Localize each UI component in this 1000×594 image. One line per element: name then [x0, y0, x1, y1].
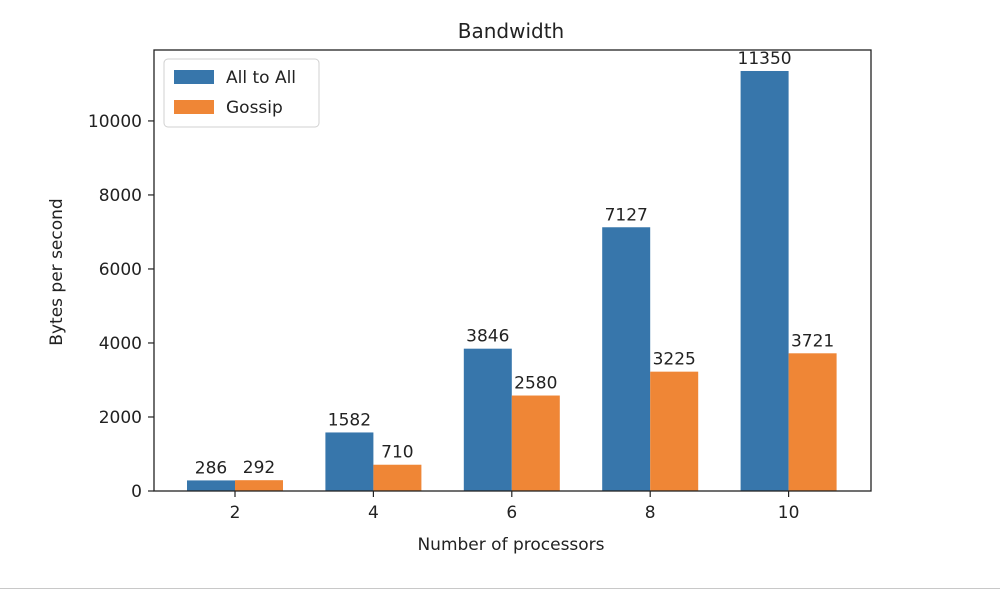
x-tick-label: 6 — [506, 503, 517, 523]
y-axis-label: Bytes per second — [47, 198, 67, 345]
bar-all-to-all-6 — [463, 348, 512, 491]
bar-gossip-8 — [650, 371, 699, 491]
x-tick-label: 4 — [368, 503, 379, 523]
data-label-all-to-all-8: 7127 — [605, 205, 648, 225]
legend-swatch-gossip — [174, 100, 214, 114]
bars-group — [187, 70, 837, 492]
y-tick-label: 6000 — [99, 260, 142, 280]
bar-gossip-2 — [235, 480, 283, 491]
data-label-gossip-2: 292 — [243, 458, 275, 478]
y-tick-label: 2000 — [99, 408, 142, 428]
legend-swatch-all-to-all — [174, 70, 214, 84]
y-tick-label: 10000 — [88, 112, 142, 132]
x-axis: 2 4 6 8 10 — [230, 491, 800, 523]
bar-all-to-all-4 — [325, 432, 374, 491]
data-label-gossip-8: 3225 — [653, 350, 696, 370]
plot-frame — [153, 49, 872, 492]
y-tick-label: 4000 — [99, 334, 142, 354]
bar-gossip-6 — [511, 395, 560, 491]
bar-gossip-4 — [373, 464, 422, 491]
data-label-all-to-all-2: 286 — [195, 458, 227, 478]
y-axis: 0 2000 4000 6000 8000 10000 — [88, 112, 154, 502]
page-divider — [0, 588, 1000, 589]
data-label-all-to-all-6: 3846 — [466, 327, 509, 347]
bar-all-to-all-8 — [602, 227, 651, 491]
data-label-gossip-10: 3721 — [791, 331, 834, 351]
chart-title: Bandwidth — [458, 19, 564, 43]
x-tick-label: 10 — [778, 503, 800, 523]
y-tick-label: 8000 — [99, 186, 142, 206]
bar-labels-group: 286 1582 3846 7127 11350 292 710 2580 3225 3721 — [195, 49, 834, 478]
legend-label-all-to-all: All to All — [226, 68, 296, 88]
data-label-all-to-all-10: 11350 — [738, 49, 792, 69]
x-tick-label: 8 — [645, 503, 656, 523]
bar-gossip-10 — [788, 353, 837, 491]
x-tick-label: 2 — [230, 503, 241, 523]
data-label-gossip-6: 2580 — [514, 374, 557, 394]
data-label-gossip-4: 710 — [381, 443, 413, 463]
legend: All to All Gossip — [163, 58, 320, 128]
data-label-all-to-all-4: 1582 — [328, 410, 371, 430]
bar-all-to-all-10 — [740, 70, 789, 492]
bar-all-to-all-2 — [187, 480, 235, 491]
legend-label-gossip: Gossip — [226, 98, 283, 118]
x-axis-label: Number of processors — [417, 535, 604, 555]
y-tick-label: 0 — [131, 482, 142, 502]
